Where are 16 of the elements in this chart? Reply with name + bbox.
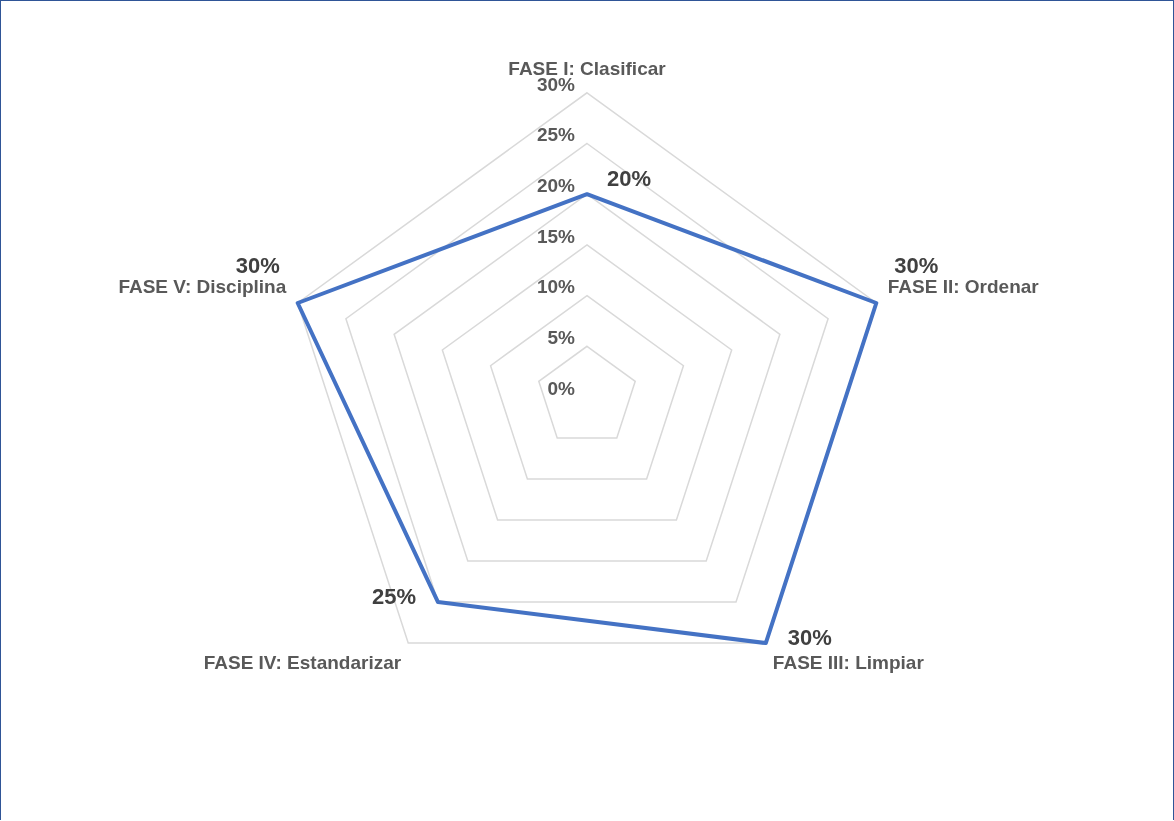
data-label: 30% <box>787 625 832 651</box>
y-tick-label: 15% <box>536 225 576 247</box>
data-label: 20% <box>606 166 652 192</box>
y-tick-label: 10% <box>536 276 576 298</box>
data-label: 25% <box>371 584 417 610</box>
spoke-label: FASE V: Disciplina <box>118 276 287 298</box>
y-tick-label: 5% <box>547 327 576 349</box>
data-label: 30% <box>235 252 280 278</box>
y-tick-label: 0% <box>547 377 576 399</box>
spoke-label: FASE I: Clasificar <box>508 57 667 79</box>
spoke-label: FASE II: Ordenar <box>887 276 1040 298</box>
spoke-label: FASE IV: Estandarizar <box>203 652 402 674</box>
y-tick-label: 20% <box>536 174 576 196</box>
spoke-label: FASE III: Limpiar <box>772 652 925 674</box>
y-tick-label: 25% <box>536 124 576 146</box>
data-label: 30% <box>894 252 939 278</box>
